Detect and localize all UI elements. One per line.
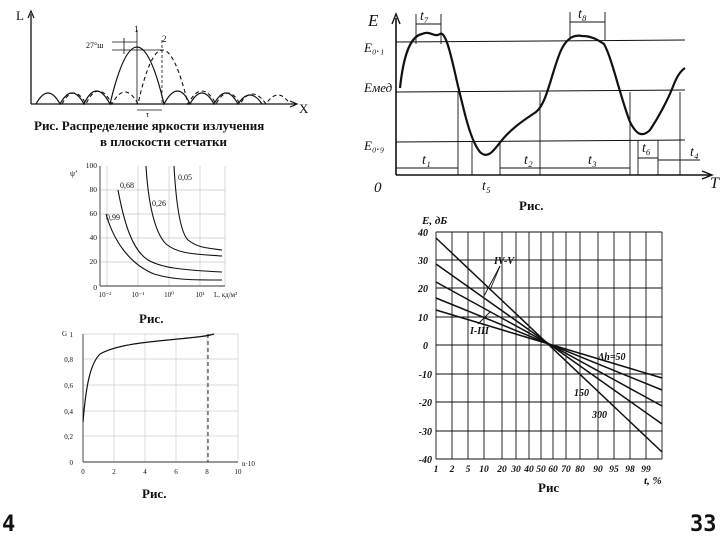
fig2-curve-label: 0,68 — [120, 181, 134, 190]
fig5-x-tick: 60 — [548, 465, 558, 475]
fig2-y-tick: 20 — [90, 257, 98, 266]
fig3-y-tick: 0 — [70, 459, 74, 467]
fig5-x-tick: 90 — [593, 465, 603, 475]
fig3-y-tick: 1 — [70, 331, 74, 339]
fig2-y-tick: 40 — [90, 233, 98, 242]
fig3-x-tick: 2 — [112, 468, 116, 476]
fig2-x-tick: 10⁻¹ — [132, 291, 145, 299]
fig5-db-chart: E, дБ 40 30 20 10 0 -10 -20 -30 -40 1 2 … — [417, 215, 663, 487]
fig4-level-09: E₀.₉ — [363, 138, 384, 153]
fig5-x-tick: 99 — [641, 465, 651, 475]
fig4-level-med: Eмед — [363, 80, 393, 95]
fig2-y-tick: 0 — [93, 283, 97, 292]
fig4-t2: t₂ — [524, 153, 533, 168]
fig5-y-label: E, дБ — [421, 215, 447, 227]
fig5-y-tick: 40 — [417, 228, 428, 239]
page-number-left: 4 — [2, 512, 16, 537]
fig2-x-label: L, кд/м² — [214, 291, 237, 299]
fig3-y-tick: 0,4 — [64, 408, 73, 416]
fig4-y-label: E — [367, 11, 379, 30]
fig1-caption-line1: Рис. Распределение яркости излучения — [34, 118, 265, 133]
fig2-y-tick: 100 — [86, 161, 98, 170]
fig5-x-label: t, % — [644, 475, 662, 487]
fig5-line-label-i-iii: I-III — [469, 326, 490, 337]
fig1-tau-label: τ — [146, 110, 150, 118]
fig2-curve-label: 0,26 — [152, 199, 166, 208]
fig4-caption: Рис. — [519, 198, 544, 213]
fig5-y-tick: -10 — [419, 370, 432, 381]
fig5-line-label-150: 150 — [574, 388, 589, 399]
fig5-x-tick: 80 — [575, 465, 585, 475]
page-number-right: 33 — [690, 512, 717, 537]
fig2-y-label: ψ’ — [70, 169, 78, 178]
fig5-line-label-300: 300 — [591, 410, 607, 421]
fig2-y-tick: 80 — [90, 185, 98, 194]
fig2-caption: Рис. — [139, 311, 164, 326]
fig1-dimension-label: 27°ш — [86, 41, 104, 50]
fig3-x-tick: 0 — [81, 468, 85, 476]
fig4-t6: t₆ — [642, 141, 651, 156]
fig5-y-tick: -40 — [419, 455, 432, 466]
fig1-x-axis-label: X — [299, 101, 309, 116]
fig3-y-tick: 0,6 — [64, 382, 73, 390]
fig5-x-tick: 5 — [466, 465, 471, 475]
fig4-t7: t₇ — [420, 9, 429, 24]
fig3-x-label: n·10 — [242, 460, 255, 468]
fig1-caption-line2: в плоскости сетчатки — [100, 134, 227, 149]
fig4-t5: t₅ — [482, 179, 491, 194]
fig5-x-tick: 30 — [510, 465, 521, 475]
fig1-y-axis-label: L — [16, 8, 24, 23]
fig3-saturation-chart: G 1 0,8 0,6 0,4 0,2 0 0 2 4 6 8 10 n·10 — [62, 330, 255, 476]
fig5-caption: Рис — [538, 480, 560, 495]
fig5-x-tick: 40 — [523, 465, 534, 475]
fig4-t1: t₁ — [422, 153, 431, 168]
fig5-x-tick: 1 — [434, 465, 439, 475]
fig2-log-chart: ψ’ 100 80 60 40 20 0 10⁻² 10⁻¹ 10⁰ 10¹ L… — [70, 161, 237, 299]
fig5-line-label-iv-v: IV-V — [493, 256, 515, 267]
fig3-y-tick: 0,2 — [64, 433, 73, 441]
fig3-x-tick: 8 — [205, 468, 209, 476]
fig5-y-tick: 30 — [417, 256, 428, 267]
fig3-caption: Рис. — [142, 486, 167, 501]
fig5-y-tick: 20 — [417, 284, 428, 295]
fig2-y-tick: 60 — [90, 209, 98, 218]
fig1-brightness-distribution: L X 1 2 27°ш τ — [16, 8, 309, 118]
fig5-line-label-dh50: Δh=50 — [597, 352, 626, 363]
fig5-x-tick: 10 — [479, 465, 489, 475]
fig3-x-tick: 6 — [174, 468, 178, 476]
fig5-x-tick: 20 — [496, 465, 507, 475]
fig2-curve-label: 0,05 — [178, 173, 192, 182]
fig2-x-tick: 10¹ — [195, 291, 204, 299]
fig3-y-label: G — [62, 330, 67, 338]
fig3-y-tick: 0,8 — [64, 356, 73, 364]
fig1-peak-label-1: 1 — [134, 24, 139, 34]
fig4-origin: 0 — [374, 180, 382, 196]
fig5-x-tick: 98 — [625, 465, 635, 475]
fig2-x-tick: 10⁰ — [164, 291, 174, 299]
fig5-y-tick: 10 — [418, 313, 428, 324]
fig5-y-tick: -20 — [419, 398, 432, 409]
fig3-x-tick: 4 — [143, 468, 147, 476]
fig5-y-tick: -30 — [419, 427, 432, 438]
fig4-x-label: T — [710, 175, 720, 192]
fig5-x-tick: 70 — [561, 465, 571, 475]
fig5-x-tick: 2 — [449, 465, 455, 475]
fig4-signal-chart: E T 0 E₀.₁ Eмед E₀.₉ t₇ t₈ t₁ t₂ t₃ t₄ t… — [363, 7, 720, 196]
fig1-peak-label-2: 2 — [162, 34, 167, 44]
fig5-y-tick: 0 — [423, 341, 428, 352]
fig4-t4: t₄ — [690, 145, 699, 160]
fig4-level-01: E₀.₁ — [363, 40, 384, 55]
fig5-x-tick: 50 — [536, 465, 546, 475]
fig2-x-tick: 10⁻² — [99, 291, 112, 299]
fig4-t3: t₃ — [588, 153, 597, 168]
fig2-curve-label: 0,99 — [106, 213, 120, 222]
fig4-t8: t₈ — [578, 7, 587, 22]
fig5-x-tick: 95 — [609, 465, 619, 475]
fig3-x-tick: 10 — [235, 468, 243, 476]
